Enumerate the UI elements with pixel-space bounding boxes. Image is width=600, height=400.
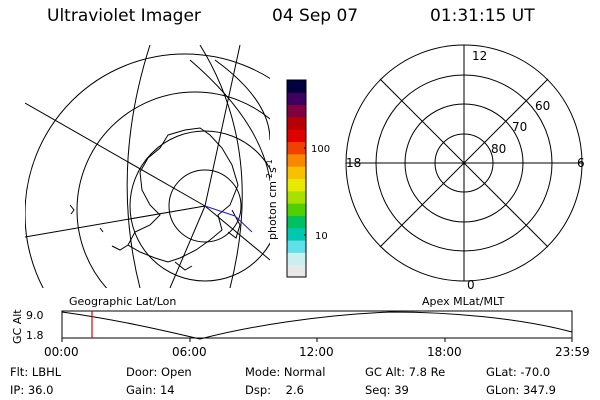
meridian-line — [204, 45, 241, 207]
colorbar-segment — [287, 80, 306, 93]
continent-outline — [127, 127, 239, 263]
y-tick-label: 9.0 — [26, 309, 44, 322]
meridian-line — [214, 59, 270, 141]
lat-label-80: 80 — [491, 142, 506, 156]
time-label: 01:31:15 UT — [430, 6, 535, 26]
colorbar-segment — [287, 141, 306, 155]
apex-caption: Apex MLat/MLT — [422, 295, 505, 308]
colorbar-segment — [287, 215, 306, 229]
colorbar-tick-label: 10 — [315, 231, 328, 242]
meridian-line — [126, 45, 151, 288]
mlt-label-0: 0 — [467, 278, 475, 292]
x-tick-label: 18:00 — [427, 345, 462, 359]
altitude-curve — [61, 311, 573, 340]
lat-circle — [168, 169, 242, 243]
lat-circle — [25, 53, 270, 288]
polar-plot — [345, 44, 583, 282]
polar-diagonal — [379, 78, 549, 248]
lat-label-70: 70 — [512, 120, 527, 134]
mlt-label-6: 6 — [577, 156, 585, 170]
colorbar-segment — [287, 203, 306, 216]
info-mode: Mode: Normal — [245, 365, 326, 379]
colorbar-tick-label: 100 — [311, 144, 330, 155]
colorbar-segment — [287, 264, 306, 278]
date-label: 04 Sep 07 — [272, 6, 359, 26]
colorbar-segment — [287, 104, 306, 118]
continent-outline — [174, 261, 193, 271]
colorbar-segment — [287, 116, 306, 130]
colorbar-segment — [287, 129, 306, 143]
colorbar-segment — [287, 227, 306, 241]
meridian-line — [25, 205, 206, 238]
altitude-panel — [61, 310, 573, 342]
info-gc-alt: GC Alt: 7.8 Re — [365, 365, 446, 379]
x-tick-label: 12:00 — [299, 345, 334, 359]
colorbar-segment — [287, 190, 306, 204]
meridian-line — [199, 45, 243, 288]
geographic-map — [25, 45, 270, 288]
info-flt: Flt: LBHL — [10, 365, 62, 379]
meridian-line — [189, 59, 270, 181]
info-door: Door: Open — [126, 365, 192, 379]
app-title: Ultraviolet Imager — [47, 6, 201, 26]
info-glon: GLon: 347.9 — [486, 383, 556, 397]
colorbar-unit-label: photon cm-2s-1 — [265, 159, 279, 240]
x-tick-label: 06:00 — [172, 345, 207, 359]
colorbar-segment — [287, 240, 306, 253]
colorbar-segment — [287, 252, 306, 266]
colorbar-segment — [287, 153, 306, 167]
track-line — [204, 205, 253, 233]
continent-outline — [111, 244, 129, 251]
mlt-label-12: 12 — [472, 49, 487, 63]
lat-label-60: 60 — [535, 99, 550, 113]
info-gain: Gain: 14 — [126, 383, 175, 397]
altitude-frame — [61, 310, 573, 339]
colorbar-segment — [287, 166, 306, 179]
info-seq: Seq: 39 — [365, 383, 409, 397]
colorbar-segment — [287, 178, 306, 192]
meridian-line — [169, 205, 206, 288]
info-dsp: Dsp: 2.6 — [245, 383, 304, 397]
colorbar — [287, 80, 306, 278]
colorbar-frame — [286, 79, 307, 278]
colorbar-segment — [287, 92, 306, 106]
info-ip: IP: 36.0 — [10, 383, 54, 397]
geographic-caption: Geographic Lat/Lon — [69, 295, 176, 308]
mlt-label-18: 18 — [346, 156, 361, 170]
meridian-line — [25, 102, 206, 207]
info-glat: GLat: -70.0 — [486, 365, 551, 379]
x-tick-label: 23:59 — [555, 345, 590, 359]
island-outline — [69, 204, 75, 215]
x-tick-label: 00:00 — [44, 345, 79, 359]
island-outline — [99, 227, 104, 233]
lat-circle — [76, 91, 270, 288]
altitude-ylabel: GC Alt — [11, 309, 24, 344]
y-tick-label: 1.8 — [26, 329, 44, 342]
